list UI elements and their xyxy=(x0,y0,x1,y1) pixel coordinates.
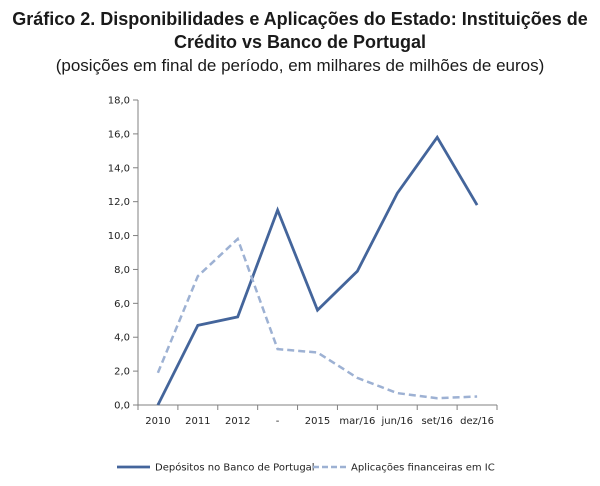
x-tick-label: 2012 xyxy=(225,416,250,427)
legend-label: Aplicações financeiras em IC xyxy=(351,463,495,474)
x-tick-label: dez/16 xyxy=(460,416,494,427)
series-line-depositos xyxy=(156,134,479,406)
axes: 0,0 2,0 4,0 6,0 8,0 10,0 12,0 14,0 16,0 18,0 2010 2… xyxy=(108,96,498,427)
y-tick-label: 0,0 xyxy=(114,401,130,412)
y-tick-label: 10,0 xyxy=(108,231,130,242)
x-tick-label: set/16 xyxy=(421,416,452,427)
series-line-aplicacoes xyxy=(156,236,478,400)
x-tick-label: 2015 xyxy=(305,416,330,427)
y-tick-label: 12,0 xyxy=(108,197,130,208)
x-tick-label: mar/16 xyxy=(339,416,375,427)
chart-subtitle: (posições em final de período, em milhar… xyxy=(55,56,545,75)
chart-title-line-1: Gráfico 2. Disponibilidades e Aplicações… xyxy=(12,9,588,29)
legend-label: Depósitos no Banco de Portugal xyxy=(155,462,315,474)
x-tick-label: jun/16 xyxy=(380,416,413,427)
chart-title-line-2: Crédito vs Banco de Portugal xyxy=(173,32,427,52)
y-tick-label: 2,0 xyxy=(114,367,130,378)
x-tick-label: - xyxy=(276,416,280,427)
series-lines xyxy=(156,134,479,406)
y-tick-label: 4,0 xyxy=(114,333,130,344)
y-tick-label: 14,0 xyxy=(108,163,130,174)
legend: Depósitos no Banco de Portugal Aplicações… xyxy=(117,462,495,474)
y-tick-label: 6,0 xyxy=(114,299,130,310)
x-tick-label: 2011 xyxy=(185,416,210,427)
y-tick-label: 18,0 xyxy=(108,96,130,107)
y-tick-label: 16,0 xyxy=(108,129,130,140)
chart-title-block: Gráfico 2. Disponibilidades e Aplicações… xyxy=(0,8,600,77)
y-tick-label: 8,0 xyxy=(114,265,130,276)
x-tick-label: 2010 xyxy=(145,416,170,427)
